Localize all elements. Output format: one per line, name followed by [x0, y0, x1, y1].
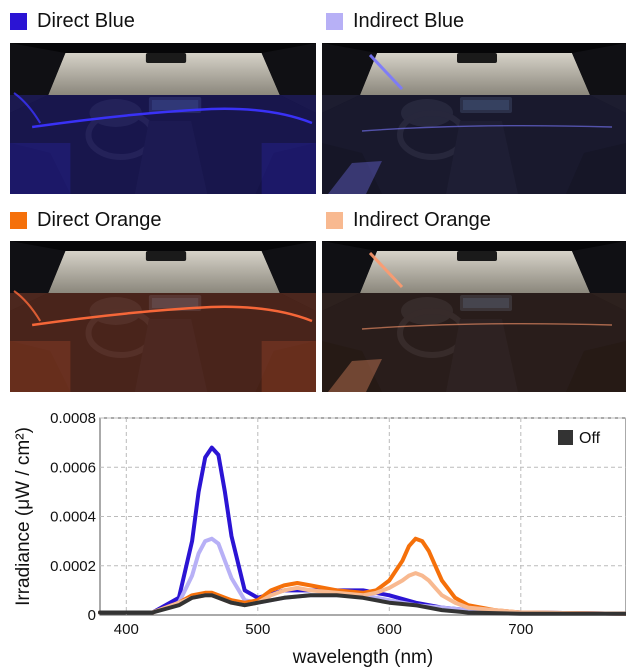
- indirect-orange-swatch: [326, 211, 343, 229]
- panel-label-direct-orange: Direct Orange: [10, 207, 162, 233]
- y-tick-label: 0.0008: [50, 410, 96, 427]
- photo-indirect-blue: [322, 43, 626, 194]
- direct-orange-label: Direct Orange: [37, 208, 162, 231]
- indirect-blue-swatch: [326, 12, 343, 30]
- car-interior-illustration: [10, 241, 316, 392]
- indirect-orange-label: Indirect Orange: [353, 208, 491, 231]
- x-tick-label: 400: [114, 621, 139, 638]
- photo-direct-blue: [10, 43, 316, 194]
- x-tick-label: 700: [508, 621, 533, 638]
- legend-off-label: Off: [579, 430, 601, 447]
- series-line-direct-orange: [98, 536, 626, 616]
- car-interior-illustration: [10, 43, 316, 194]
- direct-blue-label: Direct Blue: [37, 9, 135, 32]
- x-tick-label: 600: [377, 621, 402, 638]
- series-line-off: [98, 593, 626, 616]
- photo-direct-orange: [10, 241, 316, 392]
- car-interior-illustration: [322, 43, 626, 194]
- spectrum-chart: 0 0.0002 0.0004 0.0006 0.0008 400 500 600 700 wav…: [0, 398, 626, 667]
- car-interior-illustration: [322, 241, 626, 392]
- y-axis-label: Irradiance (μW / cm²): [13, 427, 34, 606]
- y-tick-label: 0: [88, 607, 96, 624]
- y-tick-label: 0.0006: [50, 459, 96, 476]
- direct-orange-swatch: [10, 211, 27, 229]
- panel-label-indirect-orange: Indirect Orange: [326, 207, 491, 233]
- panel-label-direct-blue: Direct Blue: [10, 8, 135, 34]
- x-tick-label: 500: [245, 621, 270, 638]
- spectrum-chart-svg: 0 0.0002 0.0004 0.0006 0.0008 400 500 600 700 wav…: [13, 410, 626, 667]
- direct-blue-swatch: [10, 12, 27, 30]
- legend-off-swatch: [558, 430, 573, 445]
- y-tick-label: 0.0004: [50, 509, 96, 526]
- indirect-blue-label: Indirect Blue: [353, 9, 465, 32]
- panel-label-indirect-blue: Indirect Blue: [326, 8, 464, 34]
- y-tick-label: 0.0002: [50, 558, 96, 575]
- x-axis-label: wavelength (nm): [292, 647, 433, 667]
- photo-indirect-orange: [322, 241, 626, 392]
